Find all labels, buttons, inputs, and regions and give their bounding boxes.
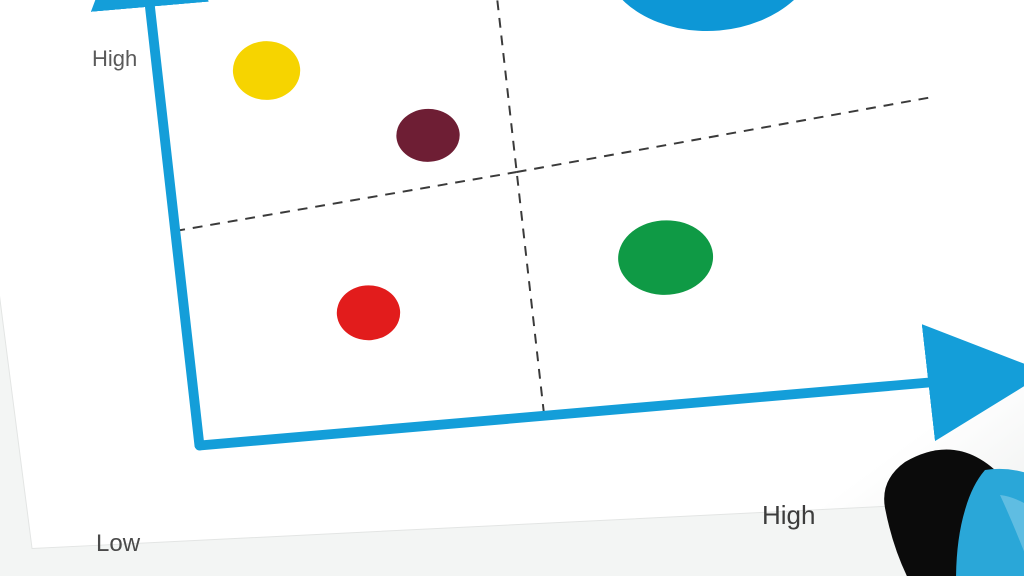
paper-sheet [0, 0, 1024, 576]
x-axis-high-label: High [762, 500, 815, 531]
stage: High High Low [0, 0, 1024, 576]
quadrant-chart [0, 0, 1024, 576]
y-axis-high-label: High [92, 46, 137, 72]
origin-low-label: Low [96, 530, 140, 558]
paper-group [0, 0, 1024, 576]
